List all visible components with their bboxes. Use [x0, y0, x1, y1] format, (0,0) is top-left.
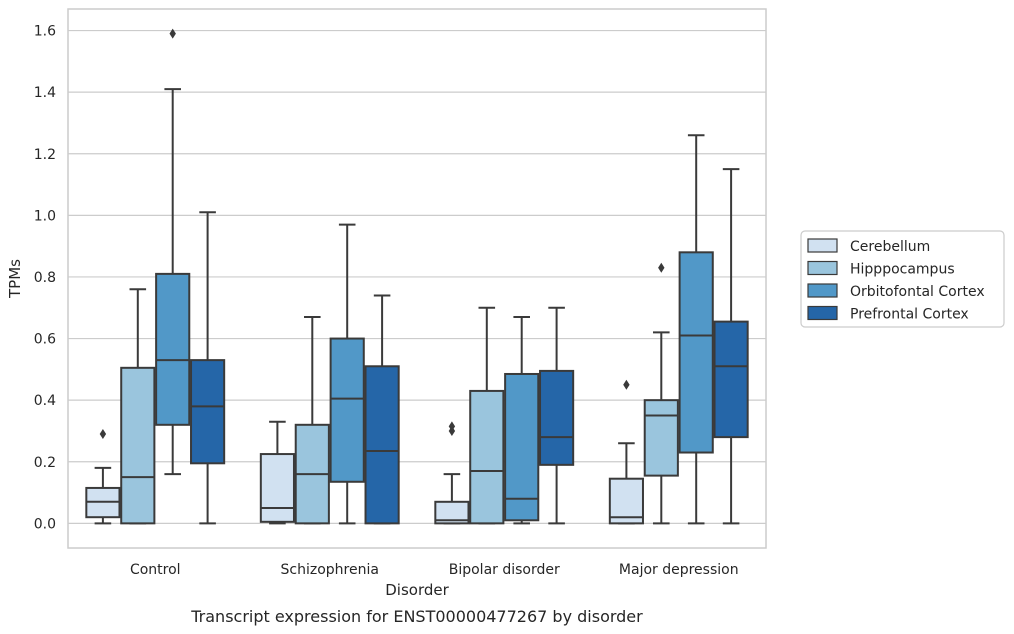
box-0-2 — [434, 421, 470, 525]
box-3-1 — [364, 294, 400, 525]
box-2-3 — [678, 134, 714, 525]
box-0-1 — [259, 420, 295, 525]
x-tick-label: Schizophrenia — [281, 562, 379, 578]
iqr-box — [539, 369, 575, 466]
iqr-box — [434, 500, 470, 525]
iqr-box — [329, 337, 365, 483]
iqr-box — [643, 399, 679, 477]
iqr-box — [190, 359, 226, 465]
outlier-point — [99, 429, 107, 440]
x-tick-label: Major depression — [619, 562, 739, 578]
y-tick-label: 1.6 — [34, 24, 56, 40]
y-axis-label: TPMs — [6, 259, 24, 299]
box-3-3 — [713, 168, 749, 525]
plot-frame — [67, 8, 767, 549]
legend-label: Cerebellum — [850, 239, 930, 255]
iqr-box — [120, 366, 156, 525]
y-tick-label: 0.2 — [34, 455, 56, 471]
outlier-point — [658, 262, 665, 273]
box-1-3 — [643, 262, 679, 525]
box-3-0 — [190, 211, 226, 525]
y-tick-label: 1.0 — [34, 208, 56, 224]
chart-caption: Transcript expression for ENST0000047726… — [190, 607, 643, 626]
box-2-2 — [504, 316, 540, 525]
y-tick-label: 1.2 — [34, 147, 56, 163]
box-2-1 — [329, 223, 365, 525]
box-1-0 — [120, 288, 156, 525]
outlier-point — [623, 379, 630, 390]
box-1-1 — [294, 316, 330, 525]
x-tick-label: Control — [130, 562, 181, 578]
legend-label: Orbitofontal Cortex — [850, 284, 985, 300]
legend-label: Prefrontal Cortex — [850, 307, 969, 323]
x-axis-label: Disorder — [385, 581, 449, 599]
y-tick-label: 0.4 — [34, 393, 56, 409]
iqr-box — [713, 320, 749, 439]
box-2-0 — [155, 28, 191, 476]
iqr-box — [678, 251, 714, 454]
legend: Cerebellum Hipppocampus Orbitofontal Corte… — [800, 230, 1005, 328]
legend-swatch — [807, 260, 838, 276]
x-tick-labels: Control Schizophrenia Bipolar disorder Majo… — [130, 562, 739, 578]
iqr-box — [469, 389, 505, 525]
outlier-point — [448, 421, 456, 432]
iqr-box — [608, 477, 644, 525]
box-0-0 — [85, 429, 121, 525]
y-tick-labels: 0.0 0.2 0.4 0.6 0.8 1.0 1.2 1.4 1.6 — [34, 24, 56, 533]
box-plot-marks — [85, 28, 749, 525]
y-tick-label: 1.4 — [34, 85, 56, 101]
legend-swatch — [807, 238, 838, 253]
x-tick-label: Bipolar disorder — [449, 562, 560, 578]
y-tick-label: 0.0 — [34, 516, 56, 532]
box-1-2 — [469, 306, 505, 525]
box-0-3 — [608, 379, 644, 525]
iqr-box — [155, 272, 191, 426]
iqr-box — [504, 372, 540, 522]
iqr-box — [259, 453, 295, 523]
legend-swatch — [807, 283, 838, 298]
y-tick-label: 0.6 — [34, 332, 56, 348]
legend-swatch — [807, 305, 838, 321]
legend-frame — [800, 230, 1005, 328]
box-3-2 — [539, 306, 575, 525]
outlier-point — [169, 28, 176, 39]
legend-label: Hipppocampus — [850, 262, 955, 278]
y-tick-label: 0.8 — [34, 270, 56, 286]
iqr-box — [364, 365, 400, 525]
